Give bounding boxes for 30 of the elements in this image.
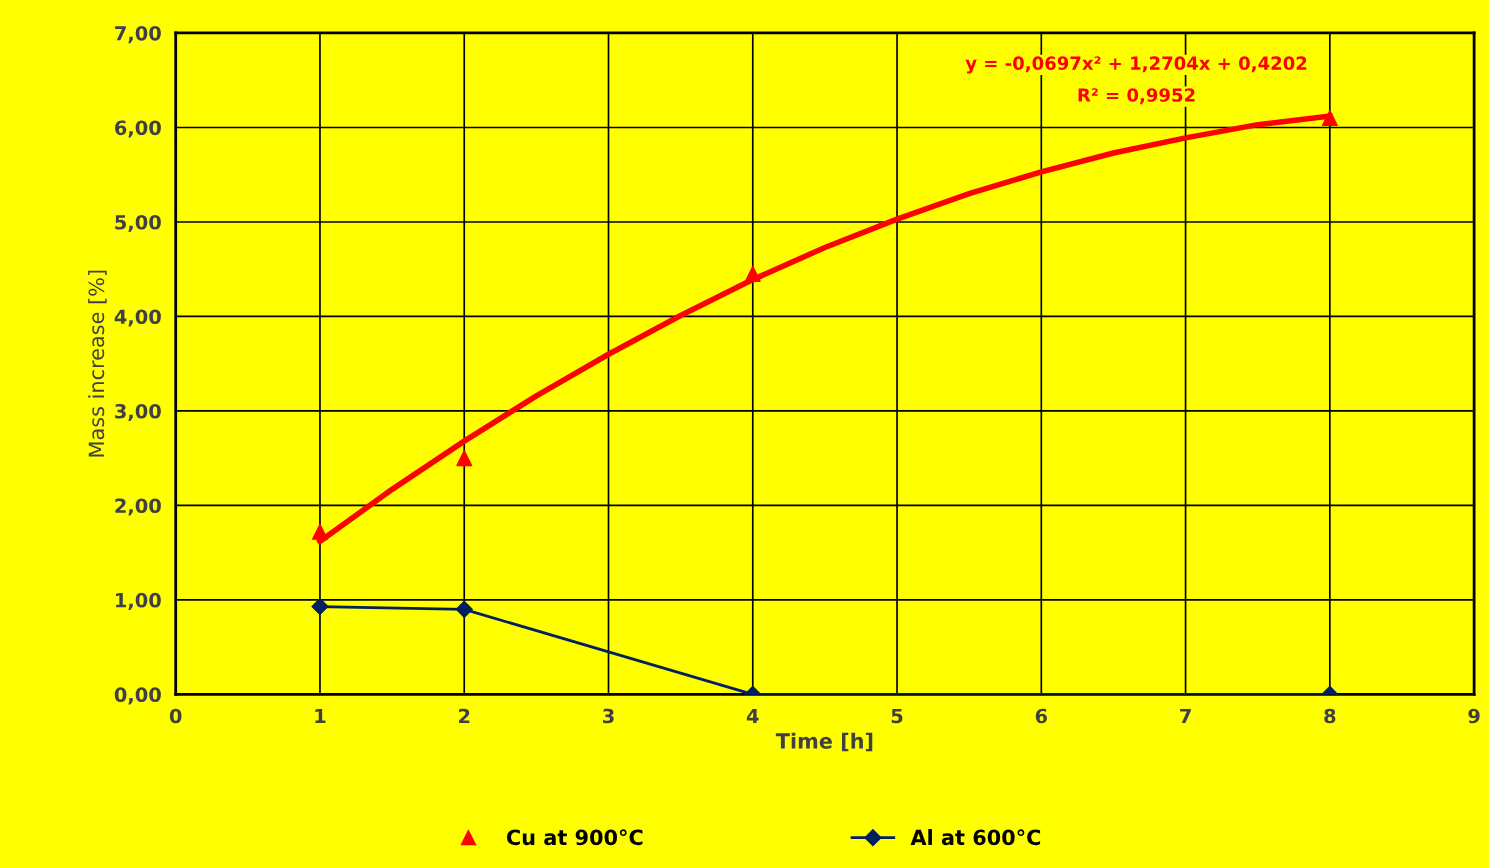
x-tick-label: 7 (1180, 708, 1191, 724)
x-tick-label: 6 (1035, 708, 1048, 724)
y-tick-label: 2,00 (115, 498, 161, 516)
annotation: y = -0,0697x² + 1,2704x + 0,4202 (965, 56, 1307, 74)
y-tick-label: 1,00 (116, 592, 161, 611)
point (744, 265, 761, 282)
x-tick-label: 5 (891, 708, 903, 724)
x-tick-label: 9 (1468, 708, 1480, 724)
x-axis-title: Time [h] (775, 732, 873, 752)
y-axis-title: Mass increase [%] (88, 270, 107, 457)
y-tick-label: 7,00 (115, 25, 161, 44)
legend-label: Al at 600°C (910, 829, 1041, 846)
x-tick-label: 0 (169, 708, 182, 724)
point (455, 600, 473, 618)
y-tick-label: 5,00 (115, 214, 161, 233)
y-tick-label: 6,00 (115, 120, 161, 138)
x-tick-label: 3 (603, 708, 614, 724)
annotation: R² = 0,9952 (1078, 88, 1195, 105)
x-tick-label: 4 (746, 708, 759, 724)
x-tick-label: 8 (1324, 708, 1336, 724)
point (456, 450, 473, 467)
point (311, 523, 328, 540)
point (1321, 110, 1338, 127)
legend-label: Cu at 900°C (506, 829, 643, 846)
point (311, 597, 329, 616)
x-tick-label: 1 (315, 708, 326, 724)
y-tick-label: 3,00 (115, 403, 161, 422)
y-tick-label: 0,00 (114, 687, 161, 705)
y-tick-label: 4,00 (114, 309, 161, 327)
x-tick-label: 2 (459, 708, 470, 724)
